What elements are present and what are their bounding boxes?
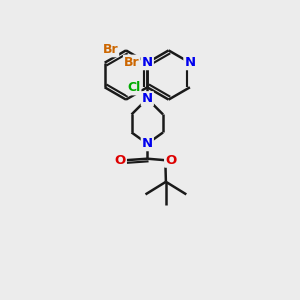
Text: Br: Br: [124, 56, 140, 69]
Text: N: N: [184, 56, 196, 69]
Text: Cl: Cl: [127, 81, 140, 94]
Text: Br: Br: [103, 43, 118, 56]
Text: O: O: [165, 154, 176, 167]
Text: N: N: [142, 137, 153, 150]
Text: N: N: [142, 92, 153, 105]
Text: N: N: [142, 56, 153, 69]
Text: O: O: [115, 154, 126, 167]
